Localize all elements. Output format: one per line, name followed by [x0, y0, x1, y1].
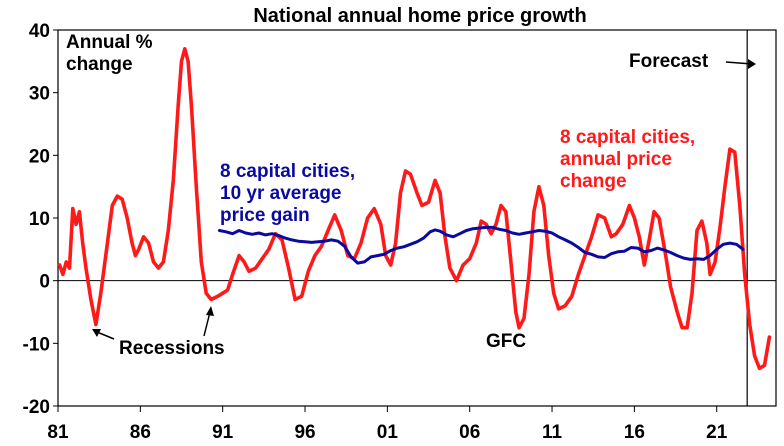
gfc-label: GFC [486, 331, 526, 352]
series-layer [57, 46, 772, 371]
red-series-label-line-2: annual price [560, 149, 672, 170]
recessions-arrow-left-head [92, 329, 101, 337]
blue-series-label-line-1: 8 capital cities, [220, 161, 355, 182]
y-tick-label: 30 [29, 84, 50, 105]
x-tick-label: 11 [542, 422, 563, 443]
chart-title: National annual home price growth [253, 5, 586, 27]
forecast-label: Forecast [629, 51, 709, 72]
x-tick-label: 21 [706, 422, 728, 443]
y-tick-label: 20 [29, 146, 50, 167]
series-line-annual-price-change [57, 46, 772, 371]
forecast-arrow-head [748, 59, 756, 69]
recessions-arrow-right-shaft [203, 311, 211, 337]
x-tick-label: 16 [624, 422, 645, 443]
red-series-label-line-3: change [560, 171, 627, 192]
forecast-arrow-shaft [725, 61, 753, 65]
y-tick-label: 0 [39, 272, 50, 293]
recessions-label: Recessions [119, 338, 225, 359]
blue-series-label-line-2: 10 yr average [220, 183, 342, 204]
y-tick-label: 40 [29, 21, 50, 42]
y-tick-label: -20 [23, 397, 50, 418]
series-line-10yr-average [217, 225, 745, 265]
x-axis: 81 86 91 96 01 06 11 16 21 [47, 406, 728, 443]
x-tick-label: 96 [294, 422, 315, 443]
blue-series-label-line-3: price gain [220, 205, 310, 226]
recessions-arrow-right-head [206, 306, 214, 316]
x-tick-label: 01 [377, 422, 399, 443]
x-tick-label: 86 [130, 422, 151, 443]
y-axis-label-line-1: Annual % [66, 32, 153, 53]
recessions-arrow-left-shaft [96, 331, 115, 340]
y-axis-label-line-2: change [66, 54, 133, 75]
x-tick-label: 91 [212, 422, 234, 443]
y-tick-label: 10 [29, 209, 50, 230]
y-axis: 40 30 20 10 0 -10 -20 [23, 21, 58, 418]
y-tick-label: -10 [23, 334, 50, 355]
x-tick-label: 81 [47, 422, 69, 443]
x-tick-label: 06 [459, 422, 480, 443]
red-series-label-line-1: 8 capital cities, [560, 127, 695, 148]
